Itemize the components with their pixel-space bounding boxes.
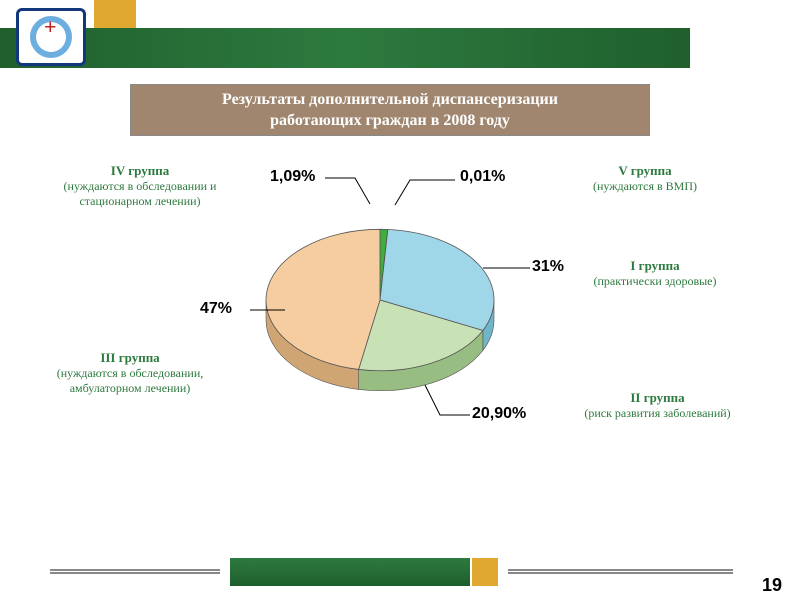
legend-title: IV группа <box>111 163 169 178</box>
decor-top-gold <box>94 0 136 28</box>
legend-group1: I группа (практически здоровые) <box>580 258 730 289</box>
label-group3: 47% <box>200 300 232 318</box>
legend-sub: (нуждаются в обследовании, амбулаторном … <box>40 366 220 396</box>
title-line2: работающих граждан в 2008 году <box>270 112 510 129</box>
decor-header-green <box>0 28 690 68</box>
decor-footer-line-right <box>508 569 733 574</box>
legend-title: V группа <box>618 163 671 178</box>
decor-footer-line-left <box>50 569 220 574</box>
leader-lines <box>250 160 550 440</box>
title-box: Результаты дополнительной диспансеризаци… <box>130 84 650 136</box>
legend-sub: (риск развития заболеваний) <box>575 406 740 421</box>
legend-group5: V группа (нуждаются в ВМП) <box>560 163 730 194</box>
logo <box>16 8 86 66</box>
pie-chart: 0,01% 31% 20,90% 47% 1,09% <box>250 160 550 440</box>
legend-group2: II группа (риск развития заболеваний) <box>575 390 740 421</box>
decor-footer-green <box>230 558 470 586</box>
legend-title: III группа <box>100 350 159 365</box>
label-group4: 1,09% <box>270 168 315 186</box>
label-group2: 20,90% <box>472 405 526 423</box>
legend-sub: (нуждаются в обследовании и стационарном… <box>55 179 225 209</box>
decor-footer-gold <box>472 558 498 586</box>
legend-sub: (практически здоровые) <box>580 274 730 289</box>
label-group1: 31% <box>532 258 564 276</box>
legend-group4: IV группа (нуждаются в обследовании и ст… <box>55 163 225 209</box>
legend-title: I группа <box>630 258 679 273</box>
label-group5: 0,01% <box>460 168 505 186</box>
legend-sub: (нуждаются в ВМП) <box>560 179 730 194</box>
legend-title: II группа <box>630 390 684 405</box>
logo-emblem-icon <box>30 16 72 58</box>
legend-group3: III группа (нуждаются в обследовании, ам… <box>40 350 220 396</box>
title-line1: Результаты дополнительной диспансеризаци… <box>222 91 558 108</box>
page-number: 19 <box>762 575 782 596</box>
